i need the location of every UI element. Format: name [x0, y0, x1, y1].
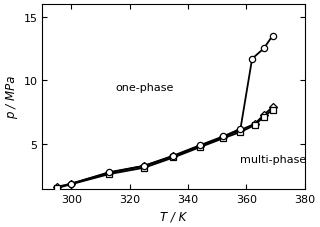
- Text: one-phase: one-phase: [115, 82, 173, 92]
- X-axis label: T / K: T / K: [160, 209, 187, 222]
- Y-axis label: p / MPa: p / MPa: [5, 75, 18, 118]
- Text: multi-phase: multi-phase: [240, 155, 307, 165]
